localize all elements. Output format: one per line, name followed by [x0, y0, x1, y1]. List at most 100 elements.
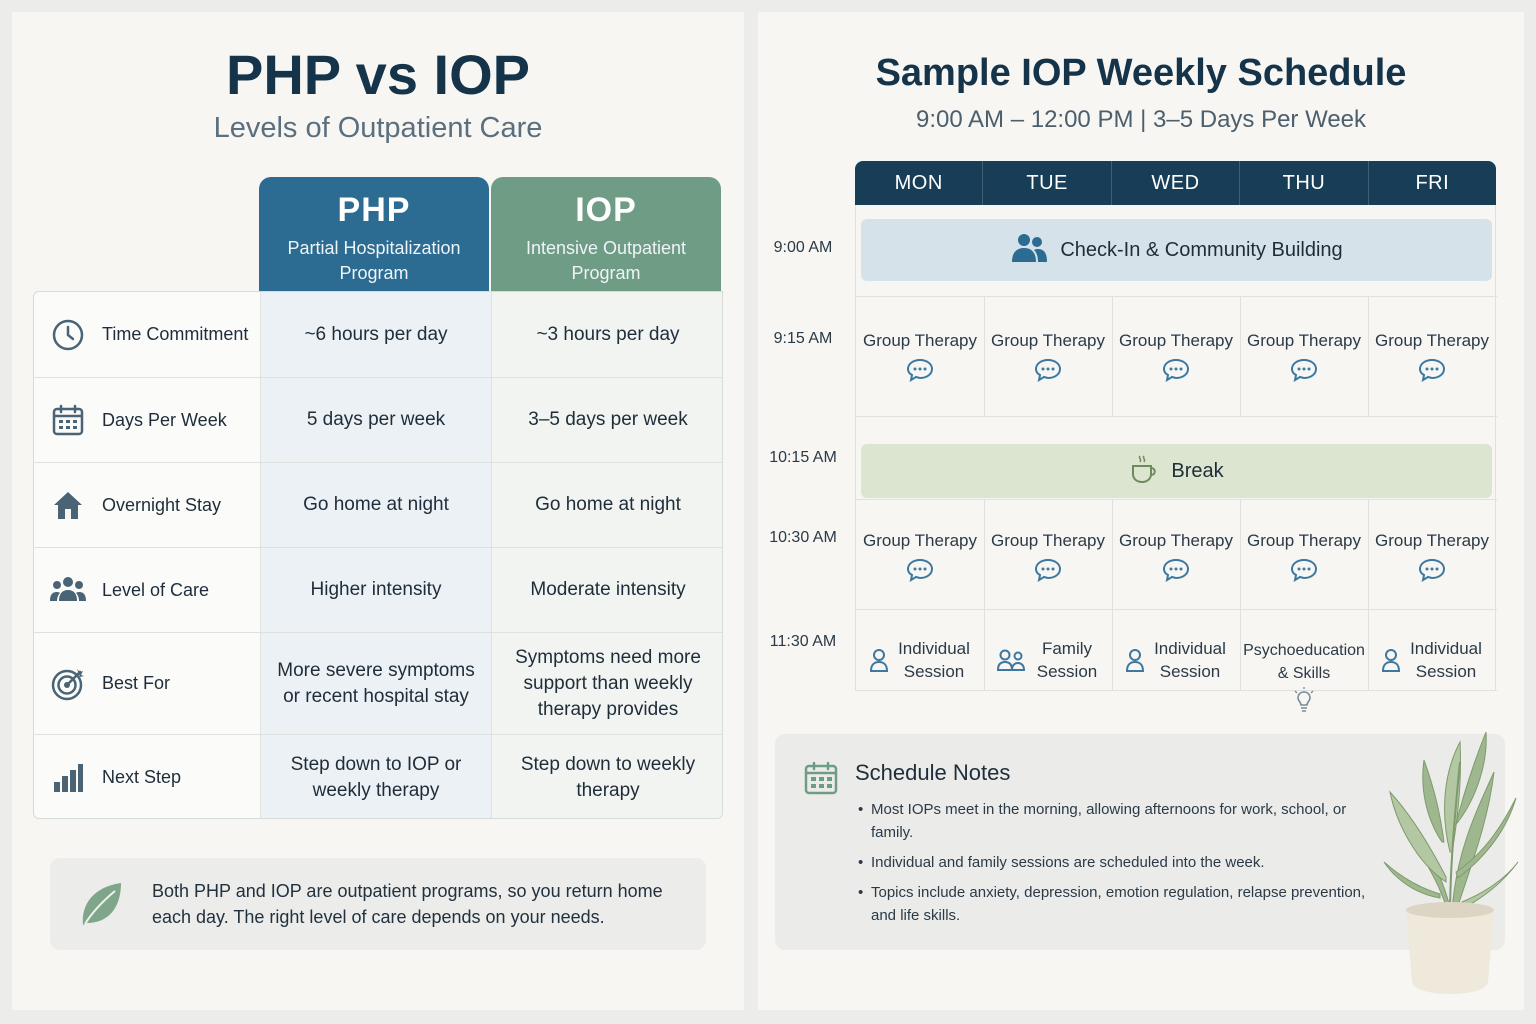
bar-chart-icon — [34, 761, 102, 795]
php-cell: 5 days per week — [260, 378, 491, 462]
session-label: Group Therapy — [1374, 331, 1490, 350]
time-label: 9:00 AM — [773, 239, 833, 256]
session-label: Individual Session — [1410, 639, 1482, 681]
checkin-label: Check-In & Community Building — [1060, 238, 1343, 261]
day-header: MON — [894, 172, 943, 194]
session-cell: Individual Session — [1112, 637, 1240, 683]
target-icon — [34, 666, 102, 702]
session-label: Group Therapy — [1118, 531, 1234, 550]
time-label: 11:30 AM — [769, 633, 837, 650]
session-label: Group Therapy — [1118, 331, 1234, 350]
list-item: Individual and family sessions are sched… — [858, 851, 1391, 874]
chat-bubble-icon — [1290, 558, 1318, 582]
lightbulb-icon — [1294, 687, 1314, 712]
table-row: Level of Care Higher intensity Moderate … — [34, 547, 722, 632]
chat-bubble-icon — [906, 358, 934, 382]
chat-bubble-icon — [1290, 358, 1318, 382]
break-label: Break — [1171, 459, 1224, 482]
chat-bubble-icon — [1418, 358, 1446, 382]
php-cell: Higher intensity — [260, 548, 491, 632]
time-label: 9:15 AM — [773, 330, 833, 347]
coffee-cup-icon — [1129, 454, 1159, 489]
list-item: Topics include anxiety, depression, emot… — [858, 881, 1391, 927]
break-block: Break — [861, 444, 1492, 498]
table-row: Overnight Stay Go home at night Go home … — [34, 462, 722, 547]
session-label: Family Session — [1036, 639, 1098, 681]
session-label: Group Therapy — [990, 531, 1106, 550]
row-label-text: Level of Care — [102, 579, 210, 600]
day-header: THU — [1239, 161, 1367, 205]
chat-bubble-icon — [1034, 558, 1062, 582]
table-row: Time Commitment ~6 hours per day ~3 hour… — [34, 292, 722, 377]
page-subtitle: Levels of Outpatient Care — [213, 112, 543, 144]
session-cell: Group Therapy — [1368, 329, 1496, 382]
checkin-block: Check-In & Community Building — [861, 219, 1492, 281]
list-item: Most IOPs meet in the morning, allowing … — [858, 798, 1391, 844]
people-icon — [1010, 232, 1048, 269]
schedule-subtitle: 9:00 AM – 12:00 PM | 3–5 Days Per Week — [915, 106, 1367, 133]
page-title: PHP vs IOP — [225, 43, 530, 106]
row-label-text: Days Per Week — [102, 409, 227, 430]
session-cell: Group Therapy — [856, 329, 984, 382]
comparison-table: Time Commitment ~6 hours per day ~3 hour… — [33, 291, 723, 819]
table-row: Best For More severe symptoms or recent … — [34, 632, 722, 734]
session-label: Group Therapy — [862, 331, 978, 350]
php-vs-iop-panel: PHP vs IOP Levels of Outpatient Care PHP… — [12, 12, 744, 1010]
day-header: WED — [1110, 161, 1239, 205]
session-label: Individual Session — [1154, 639, 1226, 681]
session-label: Individual Session — [898, 639, 970, 681]
person-icon — [1125, 649, 1145, 672]
day-header-row: MON TUE WED THU FRI — [855, 161, 1496, 205]
session-label: Psychoeducation & Skills — [1243, 642, 1365, 682]
chat-bubble-icon — [906, 558, 934, 582]
session-cell: Group Therapy — [1112, 329, 1240, 382]
php-header-full: Partial Hospitalization Program — [287, 238, 461, 283]
php-cell: ~6 hours per day — [260, 292, 491, 377]
iop-column-header: IOP Intensive Outpatient Program — [491, 177, 721, 292]
iop-cell: Symptoms need more support than weekly t… — [491, 633, 722, 734]
row-label: Level of Care — [34, 548, 260, 632]
person-icon — [1381, 649, 1401, 672]
potted-plant-illustration — [1383, 731, 1519, 994]
session-cell: Family Session — [984, 637, 1112, 683]
schedule-notes: Schedule Notes Most IOPs meet in the mor… — [775, 734, 1505, 950]
iop-header-abbr: IOP — [575, 191, 637, 229]
chat-bubble-icon — [1162, 358, 1190, 382]
time-label: 10:15 AM — [769, 449, 837, 466]
schedule-notes-list: Most IOPs meet in the morning, allowing … — [858, 798, 1391, 934]
chat-bubble-icon — [1418, 558, 1446, 582]
php-cell: More severe symptoms or recent hospital … — [260, 633, 491, 734]
chat-bubble-icon — [1034, 358, 1062, 382]
schedule-title: Sample IOP Weekly Schedule — [875, 52, 1407, 94]
iop-schedule-panel: Sample IOP Weekly Schedule 9:00 AM – 12:… — [758, 12, 1524, 1010]
session-label: Group Therapy — [990, 331, 1106, 350]
session-label: Group Therapy — [862, 531, 978, 550]
day-header: TUE — [982, 161, 1110, 205]
php-cell: Go home at night — [260, 463, 491, 547]
table-row: Days Per Week 5 days per week 3–5 days p… — [34, 377, 722, 462]
row-label: Next Step — [34, 735, 260, 818]
time-label: 10:30 AM — [769, 529, 837, 546]
row-label-text: Time Commitment — [102, 324, 249, 344]
session-cell: Group Therapy — [984, 329, 1112, 382]
row-label: Time Commitment — [34, 292, 260, 377]
calendar-icon — [34, 403, 102, 437]
session-cell: Group Therapy — [1240, 329, 1368, 382]
leaf-icon — [50, 879, 152, 929]
row-label-text: Next Step — [102, 767, 182, 787]
iop-cell: Step down to weekly therapy — [491, 735, 722, 818]
row-label-text: Best For — [102, 673, 171, 693]
iop-cell: ~3 hours per day — [491, 292, 722, 377]
session-label: Group Therapy — [1374, 531, 1490, 550]
session-cell: Group Therapy — [856, 529, 984, 582]
clock-icon — [34, 318, 102, 352]
schedule-notes-title: Schedule Notes — [855, 760, 1011, 785]
session-cell: Group Therapy — [1240, 529, 1368, 582]
session-cell: Group Therapy — [1112, 529, 1240, 582]
group-icon — [34, 573, 102, 607]
iop-cell: Moderate intensity — [491, 548, 722, 632]
person-icon — [869, 649, 889, 672]
info-note-text: Both PHP and IOP are outpatient programs… — [152, 881, 663, 927]
info-note: Both PHP and IOP are outpatient programs… — [50, 858, 706, 950]
house-icon — [34, 488, 102, 522]
